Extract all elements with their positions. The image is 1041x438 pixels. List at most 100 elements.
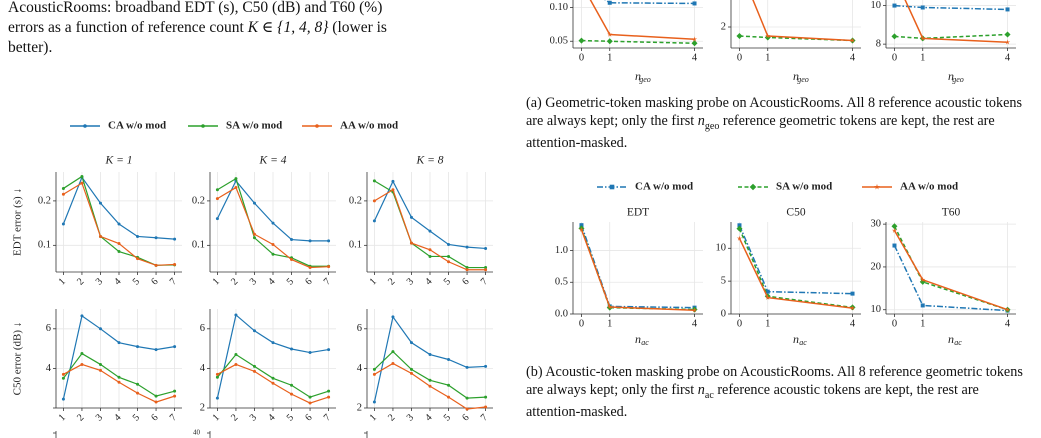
data-point: [173, 345, 177, 349]
paragraph-line-3: better).: [8, 39, 53, 56]
data-point: [327, 389, 331, 393]
x-tick-label: 2: [75, 276, 86, 287]
x-tick-label: 3: [94, 276, 105, 287]
x-tick-label: 5: [285, 412, 296, 423]
data-point: [1004, 39, 1011, 45]
data-point: [736, 225, 743, 232]
y-tick-label: 0.1: [38, 240, 51, 251]
data-point: [447, 357, 451, 361]
data-point: [391, 350, 395, 354]
y-tick-label: 0.1: [192, 240, 205, 251]
data-point: [391, 188, 395, 192]
data-point: [98, 362, 102, 366]
x-tick-label: 0: [737, 318, 742, 329]
x-tick-label: 3: [248, 276, 259, 287]
caption-b-var: n: [697, 381, 705, 398]
x-tick-label: 0: [579, 52, 584, 63]
data-point: [428, 378, 432, 382]
data-point: [607, 0, 612, 5]
data-point: [579, 223, 584, 228]
x-tick-label: 2: [386, 276, 397, 287]
x-axis-label: n: [793, 69, 799, 83]
series-line-sa: [738, 228, 853, 309]
data-point: [136, 391, 140, 395]
caption-a: (a) Geometric-token masking probe on Aco…: [526, 95, 1031, 152]
legend-label: CA w/o mod: [108, 120, 166, 132]
x-tick-label: 0: [579, 318, 584, 329]
x-tick-label: 4: [266, 276, 277, 287]
y-tick-label: 0.2: [192, 195, 205, 206]
series-group: [61, 174, 177, 267]
panel-title: EDT: [627, 207, 649, 219]
series-line-aa: [580, 229, 695, 311]
x-axis-label-sub: ac: [954, 338, 962, 347]
data-point: [61, 372, 65, 376]
data-point: [409, 367, 413, 371]
data-point: [409, 215, 413, 219]
data-point: [428, 229, 432, 233]
data-point: [136, 234, 140, 238]
data-point: [428, 353, 432, 357]
data-point: [290, 392, 294, 396]
y-tick-label: 0.2: [38, 195, 51, 206]
panel-title: C50: [786, 207, 805, 219]
x-tick-label: 1: [607, 318, 612, 329]
x-tick-label: 5: [442, 412, 453, 423]
data-point: [691, 40, 698, 47]
data-point: [607, 304, 613, 310]
data-point: [372, 219, 376, 223]
series-line-ca: [604, 0, 695, 5]
data-point: [891, 33, 898, 40]
data-point: [892, 3, 897, 8]
data-point: [215, 396, 219, 400]
data-point: [290, 238, 294, 242]
data-point: [372, 372, 376, 376]
x-tick-label: 4: [1005, 52, 1011, 63]
data-point: [154, 263, 158, 267]
paragraph-math: K ∈ {1, 4, 8}: [247, 19, 329, 36]
x-axis-label-sub: geo: [639, 75, 651, 84]
data-point: [234, 186, 238, 190]
x-tick-label: 2: [229, 412, 240, 423]
legend-label: AA w/o mod: [340, 120, 398, 132]
data-point: [117, 250, 121, 254]
data-point: [465, 396, 469, 400]
x-tick-label: 4: [692, 318, 698, 329]
x-tick-label: 1: [368, 276, 379, 287]
x-tick-label: 7: [322, 412, 333, 423]
legend-marker: [609, 184, 615, 190]
x-tick-label: 1: [368, 412, 379, 423]
data-point: [290, 258, 294, 262]
data-point: [428, 254, 432, 258]
x-tick-label: 2: [386, 412, 397, 423]
series-group: [578, 223, 698, 313]
data-point: [737, 223, 742, 228]
x-tick-label: 4: [850, 52, 856, 63]
data-point: [736, 33, 743, 39]
caption-a-text-2: reference geometric tokens are kept, the…: [526, 112, 995, 151]
data-point: [136, 345, 140, 349]
x-tick-label: 7: [479, 276, 490, 287]
paragraph-line-2: errors as a function of reference count …: [8, 18, 387, 38]
data-point: [428, 384, 432, 388]
x-tick-label: 6: [460, 412, 471, 423]
data-point: [61, 376, 65, 380]
data-point: [920, 35, 926, 41]
series-group: [891, 0, 1011, 45]
legend-label: SA w/o mod: [226, 120, 282, 132]
data-point: [98, 201, 102, 205]
y-tick-label: 6: [46, 323, 51, 334]
data-point: [61, 222, 65, 226]
data-point: [271, 221, 275, 225]
data-point: [117, 380, 121, 384]
x-tick-label: 7: [168, 412, 179, 423]
data-point: [372, 179, 376, 183]
data-point: [117, 341, 121, 345]
x-tick-label: 5: [285, 276, 296, 287]
data-point: [465, 407, 469, 411]
row-ylabel: EDT error (s) ↓: [12, 188, 24, 256]
panel-title: T60: [942, 207, 961, 219]
x-tick-label: 1: [765, 318, 770, 329]
series-group: [372, 179, 488, 272]
data-point: [252, 232, 256, 236]
